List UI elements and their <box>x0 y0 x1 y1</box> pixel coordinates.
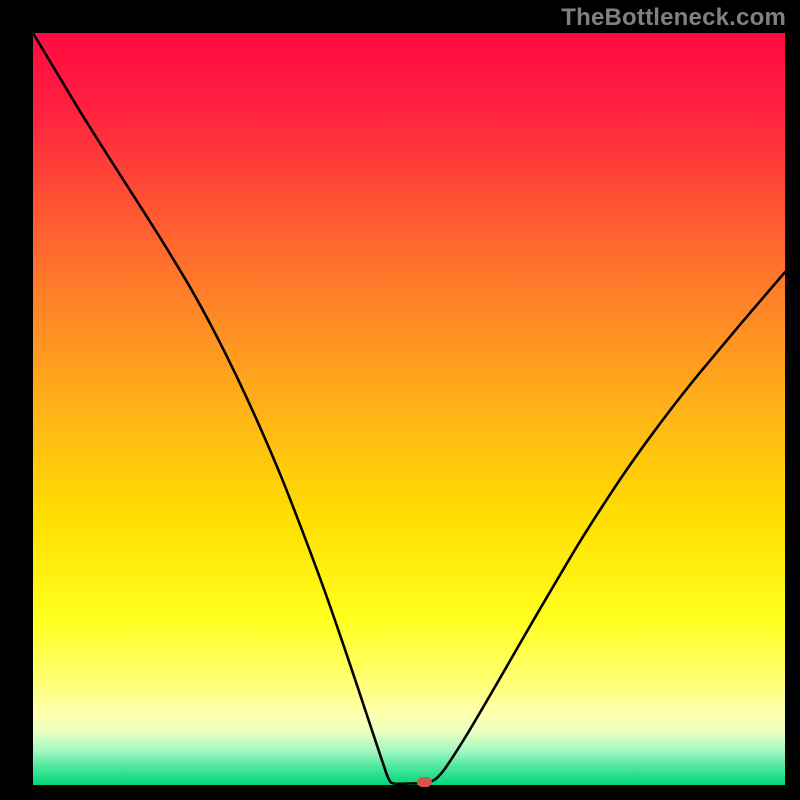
chart-container: TheBottleneck.com <box>0 0 800 800</box>
bottleneck-marker <box>417 777 432 787</box>
watermark-text: TheBottleneck.com <box>561 4 786 32</box>
bottleneck-chart <box>0 0 800 800</box>
